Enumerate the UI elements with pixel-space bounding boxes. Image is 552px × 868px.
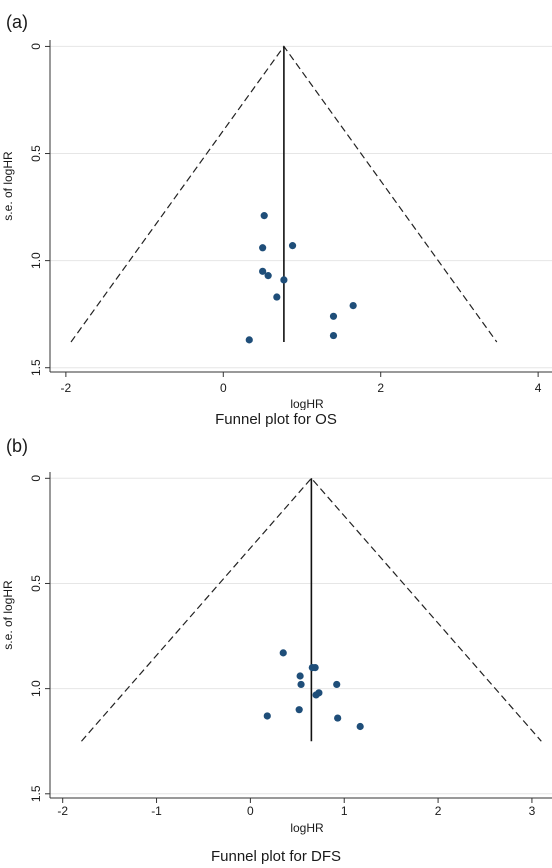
data-point-3 <box>259 267 267 275</box>
data-point-10 <box>245 336 253 344</box>
data-point-5 <box>280 276 288 284</box>
data-point-7 <box>349 302 357 310</box>
data-point-4 <box>297 680 305 689</box>
y-tick-label-1: 0.5 <box>29 575 43 592</box>
data-point-3 <box>296 672 304 680</box>
x-axis-label: logHR <box>290 821 324 835</box>
y-tick-label-2: 1.0 <box>29 252 43 269</box>
data-point-0 <box>260 212 268 220</box>
data-point-9 <box>329 331 338 340</box>
chart-title-dfs: Funnel plot for DFS <box>210 848 342 865</box>
panel-label-b: (b) <box>6 436 28 456</box>
x-tick-label-1: -1 <box>151 804 162 818</box>
x-tick-label-1: 0 <box>220 381 227 395</box>
data-point-2 <box>288 242 297 250</box>
x-tick-label-2: 2 <box>377 381 384 395</box>
panel-label-a: (a) <box>6 12 28 32</box>
data-point-0 <box>279 649 287 657</box>
x-tick-label-3: 4 <box>535 381 542 395</box>
data-point-7 <box>312 691 320 699</box>
y-tick-label-1: 0.5 <box>29 145 43 162</box>
funnel-plot-os: 0 0.5 1.0 1.5 -2 0 2 4 logHR s.e. of logHR <box>1 40 552 410</box>
funnel-ci-lines <box>81 477 542 742</box>
x-tick-label-0: -2 <box>57 804 68 818</box>
x-axis-label: logHR <box>290 397 324 410</box>
y-tick-label-0: 0 <box>29 43 43 50</box>
y-axis-label: s.e. of logHR <box>1 580 15 650</box>
data-point-5 <box>333 680 341 689</box>
x-tick-label-0: -2 <box>61 381 72 395</box>
data-point-4 <box>264 272 272 280</box>
panel-dfs: (b) 0 0.5 1.0 1.5 -2 -1 0 1 2 3 logHR s.e. of logHR… <box>0 434 552 868</box>
data-point-6 <box>273 293 281 301</box>
data-point-2 <box>311 664 319 672</box>
x-tick-label-3: 1 <box>341 804 348 818</box>
x-tick-label-4: 2 <box>435 804 442 818</box>
chart-title-os: Funnel plot for OS <box>215 411 337 428</box>
y-tick-label-2: 1.0 <box>29 680 43 697</box>
funnel-plot-dfs: 0 0.5 1.0 1.5 -2 -1 0 1 2 3 logHR s.e. of logHR <box>1 472 552 835</box>
data-point-11 <box>356 722 364 731</box>
data-point-8 <box>295 706 303 714</box>
x-tick-label-2: 0 <box>247 804 254 818</box>
y-tick-label-3: 1.5 <box>29 785 43 802</box>
y-tick-label-3: 1.5 <box>29 359 43 376</box>
data-point-1 <box>259 244 267 252</box>
panel-os: (a) 0 0.5 1.0 1.5 -2 0 2 4 logHR s.e. of logHR Fu… <box>1 12 552 428</box>
x-tick-label-5: 3 <box>529 804 536 818</box>
data-point-9 <box>263 712 271 720</box>
y-axis-label: s.e. of logHR <box>1 151 15 221</box>
y-tick-label-0: 0 <box>29 475 43 482</box>
data-point-10 <box>334 714 342 722</box>
data-point-8 <box>329 312 338 320</box>
